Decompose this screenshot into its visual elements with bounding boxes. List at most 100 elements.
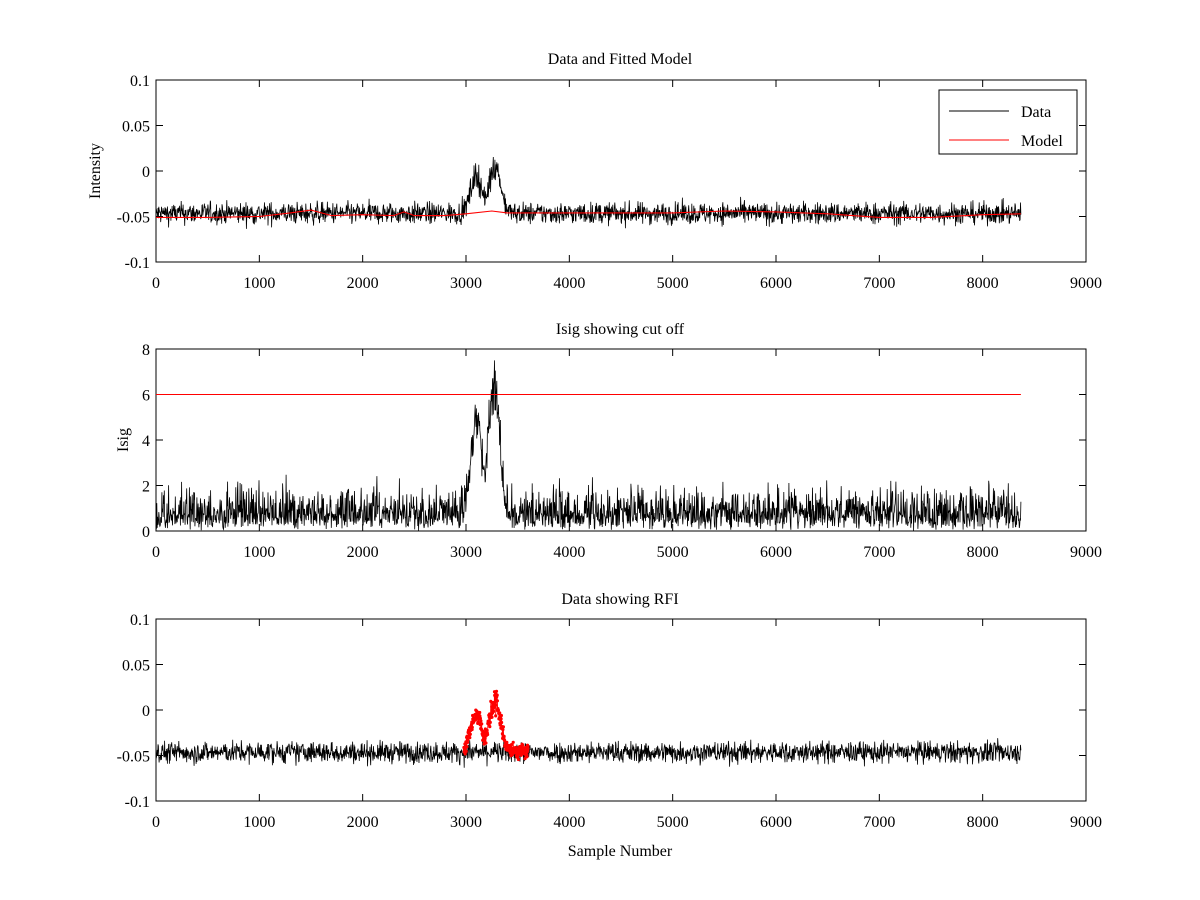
x-tick-label: 0 bbox=[152, 814, 160, 831]
rfi-point bbox=[498, 711, 502, 715]
panel-data-rfi: Data showing RFI Sample Number 0 1000 2000… bbox=[117, 591, 1102, 860]
legend-label: Model bbox=[1021, 133, 1063, 150]
rfi-point bbox=[485, 728, 489, 733]
rfi-point bbox=[468, 732, 472, 736]
rfi-point bbox=[464, 749, 468, 754]
rfi-point bbox=[496, 708, 500, 712]
x-tick-label: 4000 bbox=[553, 544, 585, 561]
rfi-point bbox=[502, 734, 506, 739]
series-line bbox=[155, 156, 1022, 229]
y-tick-label: 2 bbox=[142, 479, 150, 496]
rfi-point bbox=[490, 715, 494, 719]
rfi-point bbox=[466, 740, 470, 745]
x-tick-label: 5000 bbox=[657, 544, 689, 561]
x-tick-label: 3000 bbox=[450, 275, 482, 292]
x-tick-label: 4000 bbox=[553, 275, 585, 292]
rfi-point bbox=[516, 757, 521, 762]
x-tick-label: 9000 bbox=[1070, 544, 1102, 561]
y-axis-label: Intensity bbox=[87, 143, 104, 199]
rfi-point bbox=[511, 740, 515, 744]
y-tick-label: 8 bbox=[142, 342, 150, 359]
rfi-point bbox=[521, 743, 525, 747]
legend-label: Data bbox=[1021, 104, 1051, 121]
rfi-point bbox=[525, 755, 529, 759]
rfi-point bbox=[503, 738, 507, 743]
y-tick-label: 6 bbox=[142, 388, 150, 405]
y-tick-label: -0.1 bbox=[125, 794, 150, 811]
y-tick-label: -0.1 bbox=[125, 255, 150, 272]
x-tick-label: 0 bbox=[152, 544, 160, 561]
series-line bbox=[155, 360, 1022, 531]
rfi-point bbox=[495, 699, 499, 703]
rfi-point bbox=[479, 719, 483, 723]
rfi-point bbox=[501, 727, 505, 732]
rfi-point bbox=[488, 725, 492, 729]
rfi-point bbox=[491, 709, 496, 714]
x-tick-label: 3000 bbox=[450, 814, 482, 831]
x-tick-label: 4000 bbox=[553, 814, 585, 831]
x-tick-label: 7000 bbox=[863, 814, 895, 831]
rfi-point bbox=[493, 703, 497, 707]
x-tick-label: 9000 bbox=[1070, 275, 1102, 292]
rfi-point bbox=[509, 743, 514, 747]
x-tick-label: 6000 bbox=[760, 544, 792, 561]
x-tick-label: 6000 bbox=[760, 814, 792, 831]
rfi-point bbox=[470, 725, 474, 729]
rfi-point bbox=[465, 745, 469, 749]
model-line bbox=[156, 209, 1021, 218]
rfi-point bbox=[480, 722, 484, 726]
rfi-point bbox=[478, 716, 482, 721]
x-tick-label: 7000 bbox=[863, 544, 895, 561]
rfi-point bbox=[478, 710, 482, 715]
rfi-point bbox=[466, 738, 470, 742]
panel-data-fitted-model: Data and Fitted Model Intensity 0 1000 200… bbox=[87, 51, 1102, 292]
x-tick-label: 2000 bbox=[347, 275, 379, 292]
rfi-point bbox=[499, 713, 503, 718]
y-tick-label: 0 bbox=[142, 164, 150, 181]
y-tick-label: 4 bbox=[142, 433, 150, 450]
y-tick-label: 0 bbox=[142, 524, 150, 541]
x-tick-label: 1000 bbox=[243, 275, 275, 292]
x-tick-label: 8000 bbox=[967, 544, 999, 561]
rfi-point bbox=[501, 725, 505, 729]
rfi-point bbox=[488, 720, 492, 725]
x-tick-label: 5000 bbox=[657, 275, 689, 292]
x-tick-label: 5000 bbox=[657, 814, 689, 831]
rfi-point bbox=[505, 740, 509, 745]
series-line bbox=[155, 737, 1022, 768]
x-tick-label: 2000 bbox=[347, 814, 379, 831]
panel-isig-cutoff: Isig showing cut off Isig 0 1000 2000 3000 4… bbox=[115, 321, 1102, 561]
rfi-point bbox=[499, 717, 503, 721]
rfi-point bbox=[471, 713, 475, 718]
rfi-point bbox=[526, 745, 530, 749]
y-tick-label: 0 bbox=[142, 703, 150, 720]
rfi-point bbox=[468, 736, 472, 740]
rfi-point bbox=[494, 689, 499, 693]
chart-title: Isig showing cut off bbox=[556, 321, 685, 338]
rfi-point bbox=[526, 747, 530, 752]
x-axis-label: Sample Number bbox=[568, 843, 673, 860]
rfi-point bbox=[484, 741, 488, 745]
x-tick-label: 0 bbox=[152, 275, 160, 292]
chart-title: Data and Fitted Model bbox=[548, 51, 693, 68]
y-axis-label: Isig bbox=[115, 428, 132, 452]
rfi-point bbox=[495, 693, 499, 697]
x-tick-label: 1000 bbox=[243, 544, 275, 561]
rfi-point bbox=[492, 705, 496, 710]
rfi-point bbox=[483, 736, 487, 740]
y-tick-label: -0.05 bbox=[117, 749, 150, 766]
y-tick-label: 0.05 bbox=[122, 658, 150, 675]
x-tick-label: 1000 bbox=[243, 814, 275, 831]
x-tick-label: 9000 bbox=[1070, 814, 1102, 831]
chart-title: Data showing RFI bbox=[561, 591, 678, 608]
rfi-point bbox=[463, 752, 467, 756]
x-tick-label: 6000 bbox=[760, 275, 792, 292]
x-tick-label: 8000 bbox=[967, 275, 999, 292]
y-tick-label: 0.1 bbox=[130, 612, 150, 629]
x-tick-label: 8000 bbox=[967, 814, 999, 831]
y-tick-label: -0.05 bbox=[117, 210, 150, 227]
x-tick-label: 7000 bbox=[863, 275, 895, 292]
x-tick-label: 3000 bbox=[450, 544, 482, 561]
legend-box bbox=[938, 89, 1078, 155]
